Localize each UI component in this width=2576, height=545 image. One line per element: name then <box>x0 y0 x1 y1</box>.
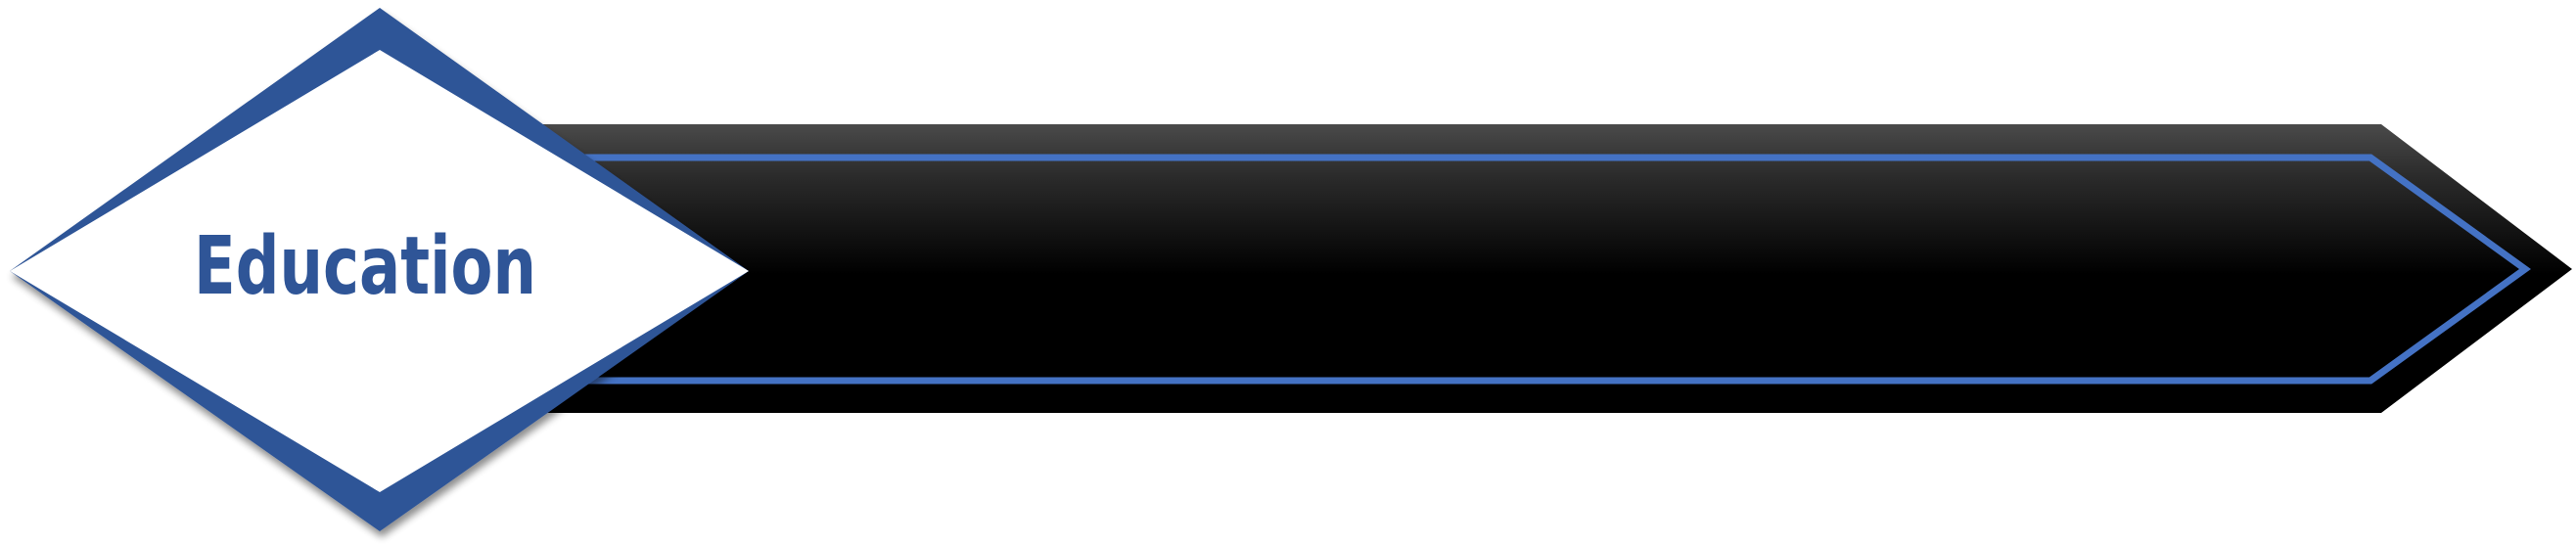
banner-label: Education <box>194 220 536 313</box>
arrow-bar-stripe <box>548 154 2531 385</box>
arrow-bar <box>499 124 2572 413</box>
diamond-inner <box>10 50 749 492</box>
